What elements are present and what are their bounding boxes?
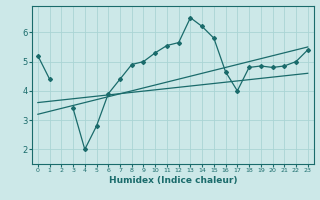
X-axis label: Humidex (Indice chaleur): Humidex (Indice chaleur) [108,176,237,185]
